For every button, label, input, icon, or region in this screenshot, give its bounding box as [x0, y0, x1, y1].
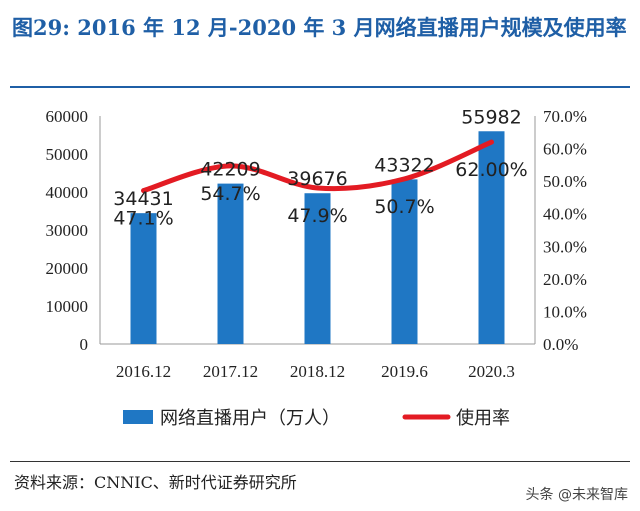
bar-value-label: 55982: [461, 106, 521, 128]
x-tick-label: 2017.12: [203, 362, 258, 381]
y-tick-label-right: 0.0%: [543, 335, 578, 354]
legend-bar-swatch: [123, 410, 153, 424]
bar: [478, 131, 505, 344]
line-value-label: 47.9%: [287, 205, 347, 227]
line-value-label: 50.7%: [374, 196, 434, 218]
x-axis: 2016.12 2017.12 2018.12 2019.6 2020.3: [100, 343, 535, 381]
usage-rate-line: [141, 139, 494, 194]
bar-series: [130, 131, 505, 344]
x-tick-label: 2020.3: [468, 362, 515, 381]
y-tick-label-left: 30000: [46, 221, 89, 240]
chart: 0 10000 20000 30000 40000 50000 60000 0.0% 10.0…: [46, 106, 587, 429]
y-tick-label-left: 50000: [46, 145, 89, 164]
y-tick-label-left: 0: [80, 335, 89, 354]
line-labels: 47.1% 54.7% 47.9% 50.7% 62.00%: [113, 159, 527, 230]
y-axis-left: 0 10000 20000 30000 40000 50000 60000: [46, 107, 101, 354]
legend-line-label: 使用率: [456, 408, 510, 429]
legend-bar-label: 网络直播用户（万人）: [160, 408, 340, 429]
y-tick-label-left: 40000: [46, 183, 89, 202]
source-note: 资料来源：CNNIC、新时代证券研究所: [14, 473, 297, 492]
x-tick-label: 2016.12: [116, 362, 171, 381]
bar: [217, 183, 244, 344]
watermark: 头条 @未来智库: [525, 487, 628, 503]
line-series: [141, 139, 494, 194]
footer-divider: [10, 461, 630, 462]
y-tick-label-left: 60000: [46, 107, 89, 126]
line-value-label: 47.1%: [113, 208, 173, 230]
bar-value-label: 39676: [287, 168, 347, 190]
legend: 网络直播用户（万人） 使用率: [123, 408, 510, 429]
x-tick-label: 2018.12: [290, 362, 345, 381]
bar-value-label: 43322: [374, 154, 434, 176]
bar: [391, 179, 418, 344]
y-tick-label-right: 70.0%: [543, 107, 587, 126]
y-tick-label-right: 30.0%: [543, 237, 587, 256]
y-tick-label-right: 60.0%: [543, 140, 587, 159]
y-tick-label-right: 10.0%: [543, 302, 587, 321]
title-divider: [10, 86, 630, 88]
y-axis-right: 0.0% 10.0% 20.0% 30.0% 40.0% 50.0% 60.0% 70.0%: [534, 107, 587, 354]
line-value-label: 62.00%: [455, 159, 527, 181]
y-tick-label-right: 40.0%: [543, 205, 587, 224]
y-tick-label-right: 50.0%: [543, 172, 587, 191]
bar: [130, 213, 157, 344]
bar-value-label: 34431: [113, 188, 173, 210]
line-value-label: 54.7%: [200, 183, 260, 205]
bar-labels: 34431 42209 39676 43322 55982: [113, 106, 521, 210]
x-tick-label: 2019.6: [381, 362, 428, 381]
y-tick-label-left: 10000: [46, 297, 89, 316]
figure-title: 图29: 2016 年 12 月-2020 年 3 月网络直播用户规模及使用率: [12, 15, 627, 40]
y-tick-label-right: 20.0%: [543, 270, 587, 289]
bar: [304, 193, 331, 344]
bar-value-label: 42209: [200, 159, 260, 181]
y-tick-label-left: 20000: [46, 259, 89, 278]
